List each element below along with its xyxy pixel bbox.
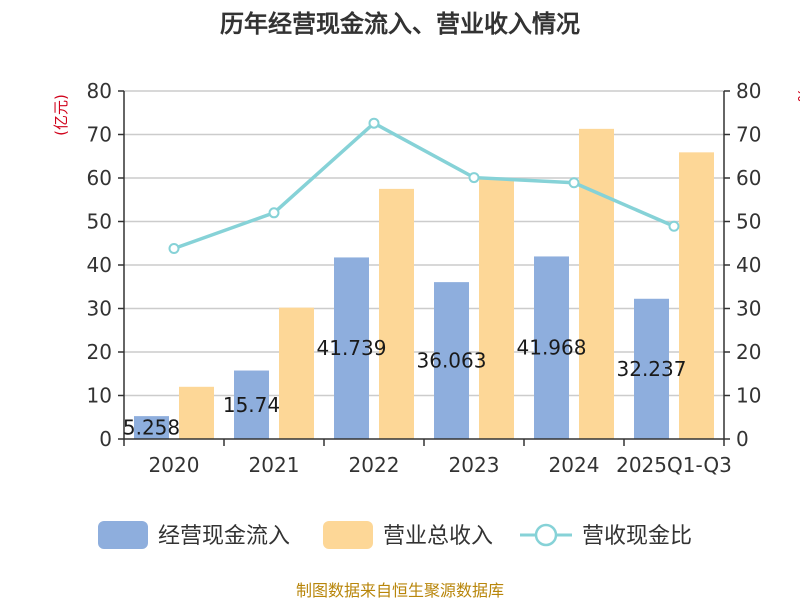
y-left-tick-label: 0	[99, 427, 112, 451]
line-layer	[168, 117, 680, 254]
data-label: 15.74	[223, 393, 280, 417]
y-right-tick-label: 10	[736, 384, 761, 408]
bar-revenue[interactable]	[679, 152, 714, 439]
bar-cash-inflow[interactable]	[334, 257, 369, 439]
bar-revenue[interactable]	[279, 307, 314, 439]
y-right-tick-label: 70	[736, 123, 761, 147]
legend-label: 经营现金流入	[158, 524, 290, 549]
source-footer: 制图数据来自恒生聚源数据库	[296, 581, 504, 600]
y-right-tick-label: 20	[736, 340, 761, 364]
legend-item-ratio[interactable]: 营收现金比	[520, 523, 692, 549]
data-label: 41.739	[317, 336, 387, 360]
bar-cash-inflow[interactable]	[634, 298, 669, 439]
y-right-tick-label: 60	[736, 166, 761, 190]
y-right-tick-label: 80	[736, 79, 761, 103]
bar-revenue[interactable]	[179, 386, 214, 439]
x-tick-label: 2025Q1-Q3	[616, 453, 732, 477]
axes-layer: 0 10 20 30 40 50 60 70 80 0 10 20 30 40 50 60 70 80 2020 20…	[87, 79, 762, 477]
y-left-tick-label: 40	[87, 253, 112, 277]
legend-swatch	[323, 521, 373, 549]
y-left-tick-label: 10	[87, 384, 112, 408]
line-point[interactable]	[468, 172, 480, 184]
data-label: 5.258	[123, 416, 180, 440]
line-point[interactable]	[168, 242, 180, 254]
bar-revenue[interactable]	[579, 128, 614, 439]
y-right-tick-label: 0	[736, 427, 749, 451]
y-left-tick-label: 80	[87, 79, 112, 103]
chart-title: 历年经营现金流入、营业收入情况	[220, 10, 580, 38]
bar-cash-inflow[interactable]	[234, 370, 269, 439]
y-left-tick-label: 30	[87, 297, 112, 321]
y-right-tick-label: 40	[736, 253, 761, 277]
line-revenue-cash-ratio	[173, 121, 675, 251]
x-tick-label: 2020	[149, 453, 200, 477]
legend[interactable]: 经营现金流入 营业总收入 营收现金比	[98, 521, 692, 549]
x-tick-label: 2023	[449, 453, 500, 477]
legend-label: 营收现金比	[582, 524, 692, 549]
y-left-tick-label: 70	[87, 123, 112, 147]
legend-swatch-marker	[534, 523, 558, 547]
bar-cash-inflow[interactable]	[134, 416, 169, 439]
y-left-unit-label: (亿元)	[52, 94, 70, 136]
bar-revenue[interactable]	[479, 178, 514, 439]
x-tick-label: 2021	[249, 453, 300, 477]
x-tick-label: 2024	[549, 453, 600, 477]
bars-layer	[134, 128, 714, 439]
legend-item-cash-inflow[interactable]: 经营现金流入	[98, 521, 290, 549]
data-label: 32.237	[617, 357, 687, 381]
data-label: 36.063	[417, 349, 487, 373]
data-label: 41.968	[517, 336, 587, 360]
bar-revenue[interactable]	[379, 188, 414, 439]
bar-cash-inflow[interactable]	[434, 282, 469, 439]
grid-lines	[124, 90, 724, 397]
line-point[interactable]	[268, 207, 280, 219]
line-point[interactable]	[568, 177, 580, 189]
y-left-tick-label: 50	[87, 210, 112, 234]
data-labels-layer: 5.258 15.74 41.739 36.063 41.968 32.237	[123, 336, 687, 440]
y-left-tick-label: 20	[87, 340, 112, 364]
y-left-tick-label: 60	[87, 166, 112, 190]
legend-swatch	[98, 521, 148, 549]
x-tick-label: 2022	[349, 453, 400, 477]
y-right-tick-label: 50	[736, 210, 761, 234]
line-point[interactable]	[668, 220, 680, 232]
line-point[interactable]	[368, 117, 380, 129]
bar-cash-inflow[interactable]	[534, 256, 569, 439]
legend-label: 营业总收入	[383, 524, 493, 549]
legend-item-revenue[interactable]: 营业总收入	[323, 521, 493, 549]
y-right-tick-label: 30	[736, 297, 761, 321]
y-right-unit-label: %	[794, 88, 800, 102]
